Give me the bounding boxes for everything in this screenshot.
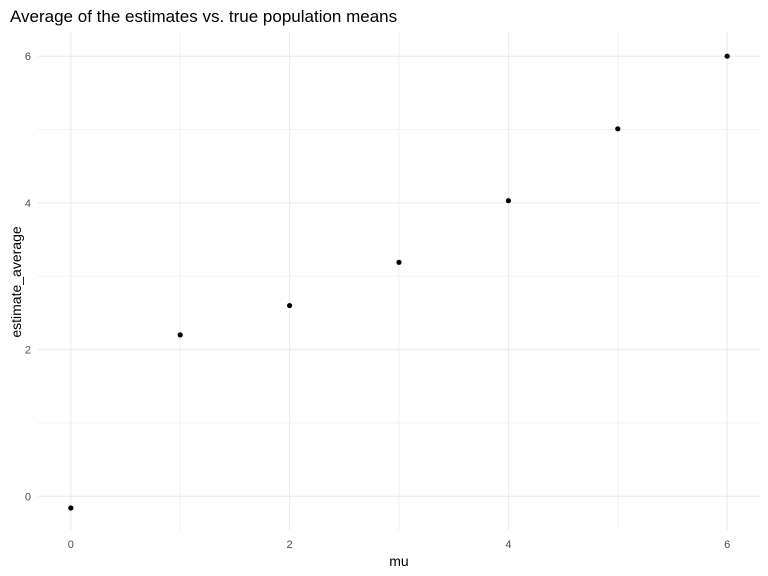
data-point: [615, 126, 621, 132]
y-tick-label: 2: [25, 345, 31, 357]
data-point: [177, 332, 183, 338]
grid-lines: [38, 32, 760, 530]
x-axis-title: mu: [389, 553, 408, 569]
data-points: [68, 53, 730, 511]
data-point: [396, 259, 402, 265]
y-tick-label: 4: [25, 198, 31, 210]
y-tick-label: 6: [25, 51, 31, 63]
x-tick-labels: 0 2 4 6: [68, 539, 730, 551]
x-tick-label: 0: [68, 539, 74, 551]
data-point: [505, 198, 511, 204]
y-axis-title: estimate_average: [8, 226, 24, 338]
x-tick-label: 6: [724, 539, 730, 551]
data-point: [287, 302, 293, 309]
y-tick-label: 0: [25, 491, 31, 503]
x-tick-label: 2: [287, 539, 293, 551]
data-point: [724, 53, 730, 59]
x-tick-label: 4: [505, 539, 511, 551]
chart-title: Average of the estimates vs. true popula…: [10, 7, 397, 26]
y-tick-labels: 0 2 4 6: [25, 51, 31, 503]
data-point: [68, 505, 74, 511]
